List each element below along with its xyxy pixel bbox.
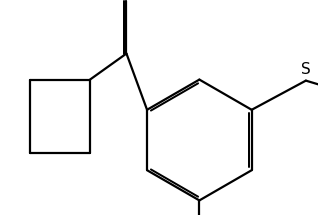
Text: S: S xyxy=(301,62,311,77)
